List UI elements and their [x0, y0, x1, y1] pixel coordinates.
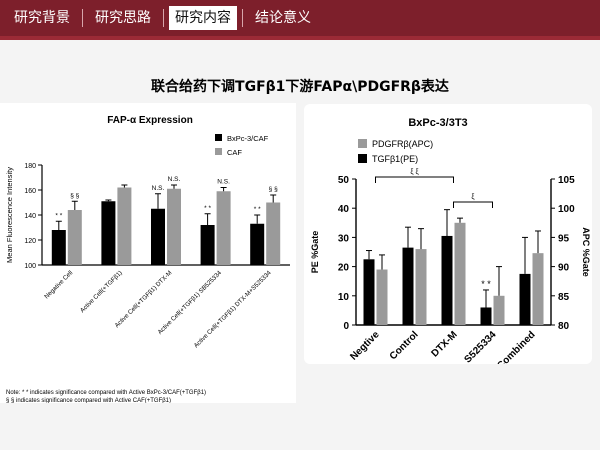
significance-annotation: * * [254, 206, 261, 213]
tab-divider [242, 9, 243, 27]
significance-annotation: * * [204, 205, 211, 212]
y-axis-label: Mean Fluorescence Intensity [5, 167, 14, 263]
tab-conclusion-significance[interactable]: 结论意义 [255, 10, 311, 26]
bar-caf [167, 188, 181, 265]
fap-expression-chart: FAP-α Expression 100 120 140 160 180 Mean Fluo… [0, 103, 296, 403]
bar-caf [266, 202, 281, 265]
tab-research-content[interactable]: 研究内容 [168, 5, 238, 31]
bar-caf [67, 210, 82, 265]
bar-bxpc3-caf [250, 223, 265, 265]
left-y-tick-label: 50 [338, 175, 350, 186]
right-y-tick-label: 95 [558, 233, 570, 244]
legend-label-pdgfrb-apc: PDGFRβ(APC) [372, 139, 433, 149]
bar-pdgfrb-apc [376, 269, 388, 325]
bar-caf [216, 191, 231, 265]
significance-annotation: § § [269, 186, 278, 193]
tab-divider [82, 9, 83, 27]
significance-annotation: * * [481, 279, 491, 289]
bar-pdgfrb-apc [415, 249, 427, 325]
left-y-tick-label: 20 [338, 263, 350, 274]
bracket-label: ξ [471, 194, 474, 201]
right-y-tick-label: 100 [558, 204, 575, 215]
left-y-axis-label: PE %Gate [310, 231, 320, 274]
section-tabs: 研究背景 研究思路 研究内容 结论意义 [6, 4, 319, 32]
tab-divider [163, 9, 164, 27]
tab-research-background[interactable]: 研究背景 [14, 10, 70, 26]
bxpc3-3t3-chart: BxPc-3/3T3 0 10 20 30 40 50 80 85 90 95 100 105 PE %G… [304, 104, 592, 364]
bar-tgfb1-pe [519, 273, 531, 325]
chart-title: BxPc-3/3T3 [408, 117, 467, 129]
significance-annotation: * * [55, 212, 62, 219]
bar-bxpc3-caf [101, 201, 116, 265]
right-y-axis-label: APC %Gate [581, 227, 591, 277]
bar-pdgfrb-apc [454, 222, 466, 325]
significance-annotation: § § [70, 192, 79, 199]
right-y-tick-label: 90 [558, 263, 570, 274]
y-tick-label: 180 [24, 163, 36, 170]
legend-label-tgfb1-pe: TGFβ1(PE) [372, 154, 418, 164]
slide-title: 联合给药下调TGFβ1下游FAPα\PDGFRβ表达 [151, 79, 449, 95]
footnote-significance-caf: § § indicates significance compared with… [6, 398, 171, 403]
bar-pdgfrb-apc [532, 253, 544, 325]
legend-swatch-tgfb1-pe [358, 154, 367, 163]
legend-swatch-caf [215, 148, 222, 155]
left-y-tick-label: 10 [338, 292, 350, 303]
significance-bracket [375, 176, 454, 183]
top-navigation-bar: 研究背景 研究思路 研究内容 结论意义 [0, 0, 600, 40]
significance-annotation: N.S. [217, 179, 230, 186]
significance-bracket [453, 201, 493, 208]
bar-bxpc3-caf [200, 225, 215, 265]
tab-research-approach[interactable]: 研究思路 [95, 10, 151, 26]
left-y-tick-label: 30 [338, 233, 350, 244]
chart-background [0, 103, 296, 403]
bar-tgfb1-pe [480, 307, 492, 325]
right-y-tick-label: 105 [558, 175, 575, 186]
legend-swatch-bxpc3-caf [215, 134, 222, 141]
bar-caf [117, 187, 132, 265]
significance-annotation: N.S. [152, 185, 165, 192]
y-tick-label: 140 [24, 213, 36, 220]
bar-tgfb1-pe [402, 247, 414, 325]
left-y-tick-label: 40 [338, 204, 350, 215]
footnote-significance-bxpc3: Note: * * indicates significance compare… [6, 390, 206, 396]
chart-title: FAP-α Expression [107, 115, 193, 126]
bar-bxpc3-caf [51, 230, 66, 265]
bar-bxpc3-caf [151, 208, 165, 265]
legend-label-bxpc3-caf: BxPc-3/CAF [227, 134, 269, 143]
right-y-tick-label: 80 [558, 321, 570, 332]
bar-tgfb1-pe [363, 259, 375, 325]
bar-tgfb1-pe [441, 235, 453, 325]
left-y-tick-label: 0 [343, 321, 349, 332]
right-y-tick-label: 85 [558, 292, 570, 303]
y-tick-label: 100 [24, 263, 36, 270]
significance-annotation: N.S. [168, 176, 181, 183]
bracket-label: ξ ξ [410, 169, 418, 176]
y-tick-label: 120 [24, 238, 36, 245]
bar-pdgfrb-apc [493, 295, 505, 325]
legend-swatch-pdgfrb-apc [358, 139, 367, 148]
legend-label-caf: CAF [227, 148, 242, 157]
y-tick-label: 160 [24, 188, 36, 195]
